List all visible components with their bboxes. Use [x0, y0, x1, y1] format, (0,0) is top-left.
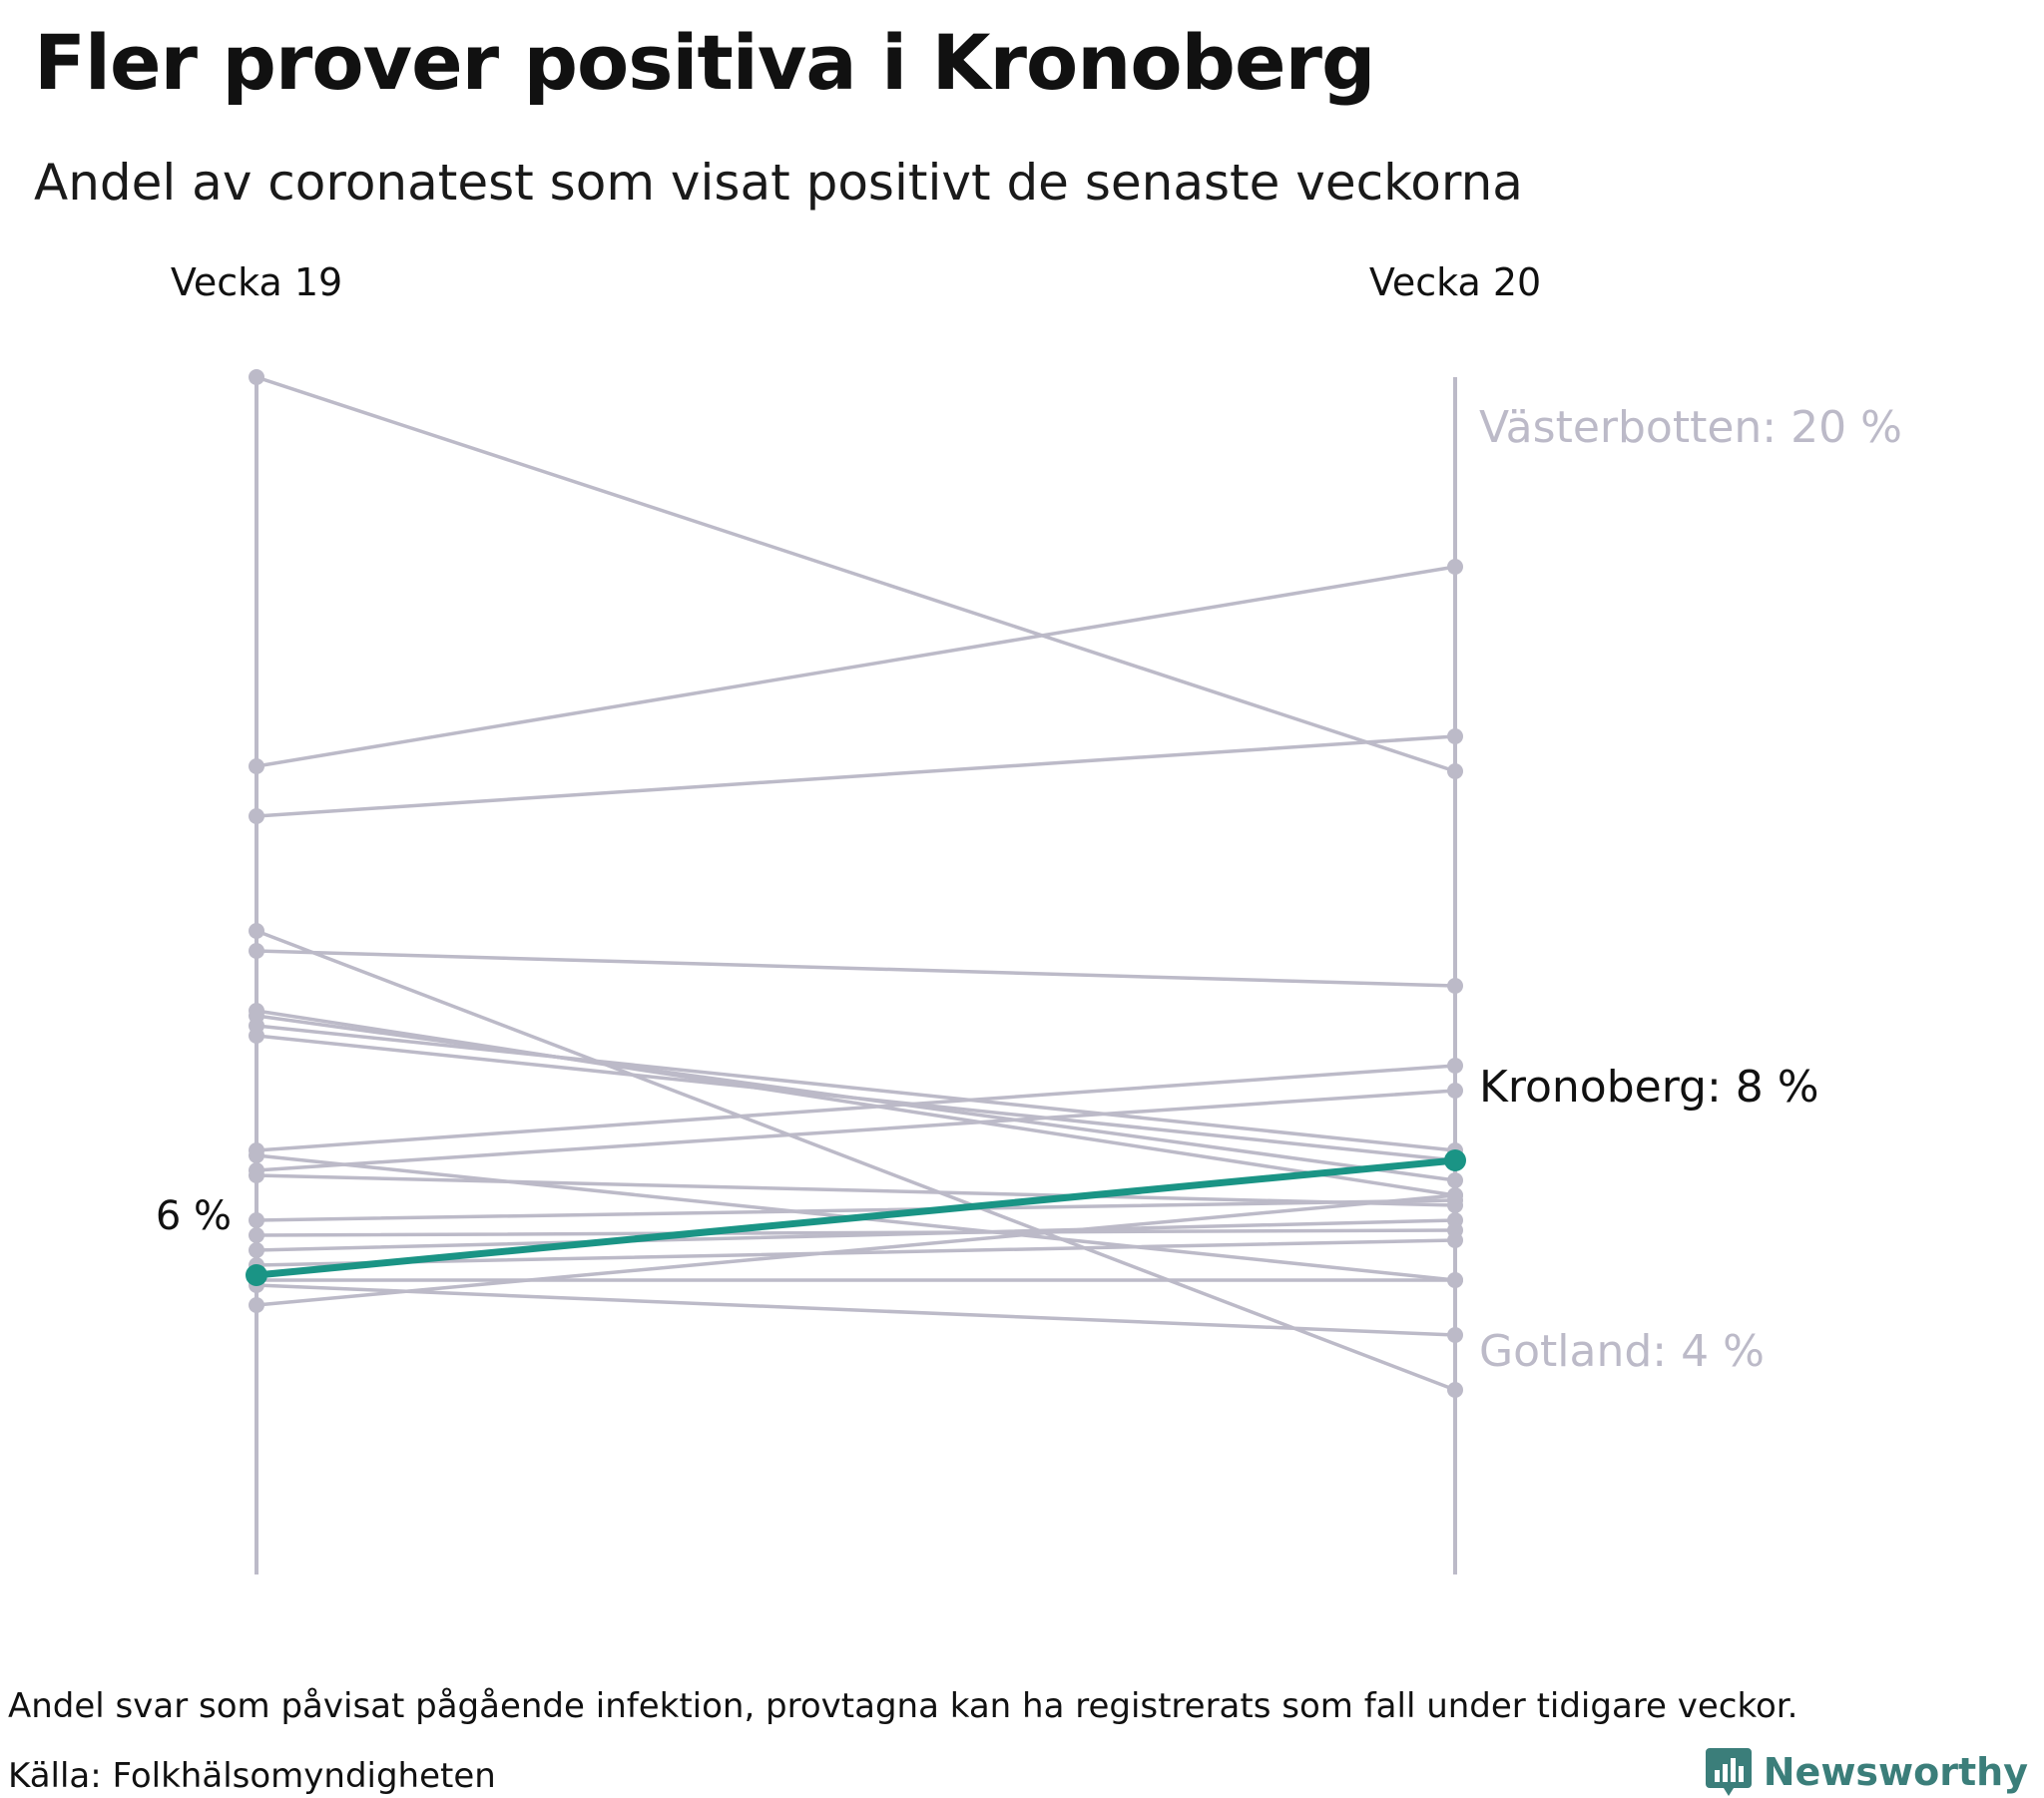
region-13-point-vecka-19	[249, 1147, 264, 1163]
muted-series-group	[249, 369, 1463, 1398]
vasterbotten-point-vecka-19	[249, 758, 264, 774]
vasterbotten-point-vecka-20	[1447, 559, 1463, 575]
chart-title: Fler prover positiva i Kronoberg	[34, 18, 1375, 107]
region-8-point-vecka-20	[1447, 1172, 1463, 1188]
region-17-line	[255, 1238, 1457, 1267]
region-12-line	[255, 1173, 1457, 1207]
category-label-vecka-20: Vecka 20	[1369, 260, 1541, 304]
region-11-point-vecka-20	[1447, 1083, 1463, 1099]
region-18-point-vecka-20	[1447, 1272, 1463, 1288]
gotland-end-label: Gotland: 4 %	[1479, 1326, 1765, 1377]
highlight-series-group	[246, 1149, 1466, 1286]
kronoberg-end-label: Kronoberg: 8 %	[1479, 1062, 1819, 1113]
brand-name: Newsworthy	[1763, 1750, 2028, 1794]
region-20-line	[255, 1283, 1457, 1337]
region-16-point-vecka-19	[249, 1242, 264, 1258]
region-14-line	[255, 1198, 1457, 1222]
region-16-line	[255, 1218, 1457, 1252]
region-20-point-vecka-20	[1447, 1327, 1463, 1343]
region-12-point-vecka-19	[249, 1167, 264, 1183]
region-4-point-vecka-20	[1447, 728, 1463, 744]
series-labels-group: 6 % Kronoberg: 8 % Västerbotten: 20 % Go…	[156, 402, 1902, 1377]
category-label-vecka-19: Vecka 19	[171, 260, 342, 304]
kronoberg-start-label: 6 %	[156, 1193, 232, 1239]
region-14-point-vecka-19	[249, 1212, 264, 1228]
kronoberg-point-vecka-19	[246, 1264, 267, 1286]
chart-subtitle: Andel av coronatest som visat positivt d…	[34, 154, 1523, 212]
slope-chart: Vecka 19 Vecka 20 6 % Kronoberg: 8 % Väs…	[156, 260, 1902, 1574]
region-8-line	[255, 1014, 1457, 1182]
region-10-point-vecka-20	[1447, 1058, 1463, 1074]
region-4-line	[255, 734, 1457, 818]
region-19-line	[255, 1193, 1457, 1307]
vasterbotten-end-label: Västerbotten: 20 %	[1479, 402, 1902, 453]
gotland-point-vecka-20	[1447, 1382, 1463, 1398]
brand-logo[interactable]: Newsworthy	[1705, 1746, 2028, 1798]
newsworthy-logo-icon	[1705, 1748, 1752, 1796]
region-4-point-vecka-19	[249, 808, 264, 824]
region-19-point-vecka-20	[1447, 1187, 1463, 1203]
region-3-line	[255, 375, 1457, 773]
region-15-line	[255, 1228, 1457, 1237]
region-5-point-vecka-19	[249, 943, 264, 959]
region-19-point-vecka-19	[249, 1297, 264, 1313]
footnote: Andel svar som påvisat pågående infektio…	[8, 1686, 1798, 1726]
kronoberg-point-vecka-20	[1444, 1149, 1466, 1171]
region-10-line	[255, 1064, 1457, 1152]
region-5-line	[255, 949, 1457, 988]
region-17-point-vecka-20	[1447, 1232, 1463, 1248]
region-9-line	[255, 1024, 1457, 1152]
region-11-line	[255, 1089, 1457, 1172]
region-5-point-vecka-20	[1447, 978, 1463, 994]
source-credit: Källa: Folkhälsomyndigheten	[8, 1756, 496, 1796]
gotland-line	[255, 929, 1457, 1392]
region-16-point-vecka-20	[1447, 1212, 1463, 1228]
kronoberg-line	[253, 1156, 1459, 1279]
region-3-point-vecka-20	[1447, 763, 1463, 779]
region-15-point-vecka-19	[249, 1227, 264, 1243]
region-9-point-vecka-19	[249, 1018, 264, 1034]
vasterbotten-line	[255, 565, 1457, 768]
gotland-point-vecka-19	[249, 923, 264, 939]
region-3-point-vecka-19	[249, 369, 264, 385]
